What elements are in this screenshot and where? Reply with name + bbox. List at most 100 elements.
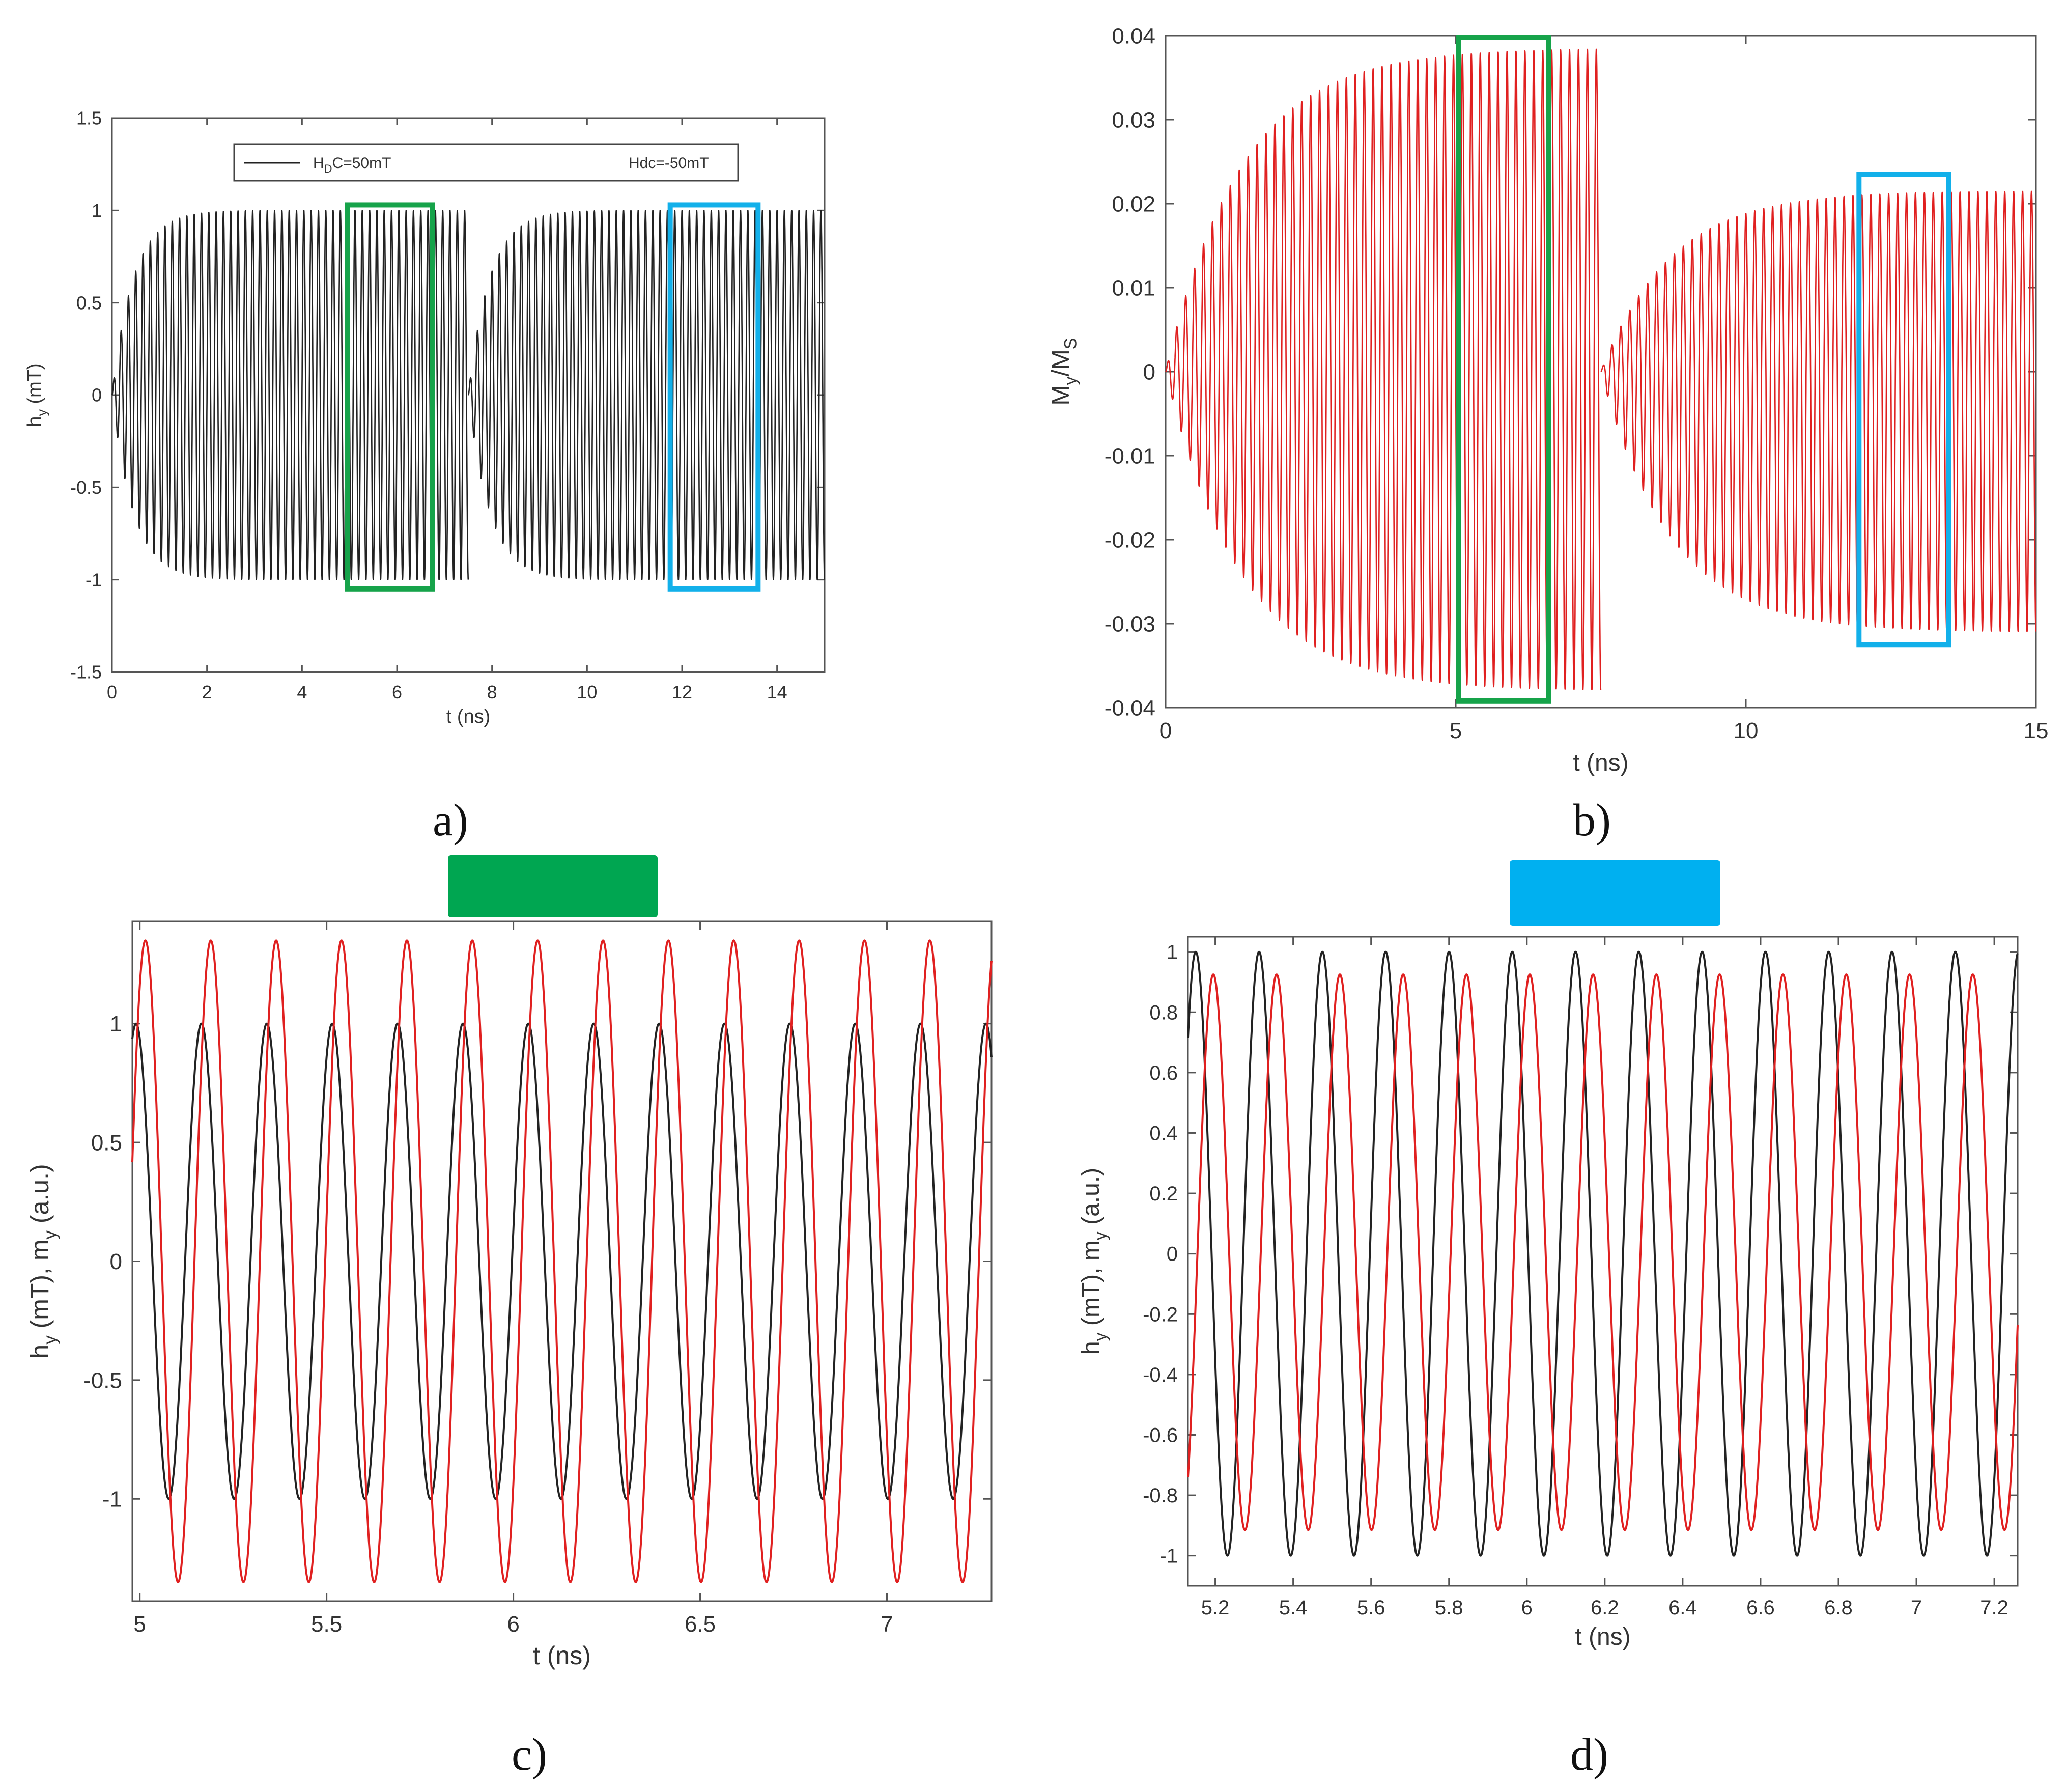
highlight-box-a-cyan: [667, 202, 761, 592]
x-ticks-a: 0 2 4 6 8 10 12 14: [107, 118, 787, 703]
x-tick-label-d-3: 5.8: [1435, 1597, 1463, 1619]
x-tick-label-c-1: 5.5: [311, 1612, 342, 1637]
y-tick-label-b-0: -0.04: [1105, 695, 1155, 720]
y-tick-label-d-2: -0.6: [1143, 1424, 1178, 1446]
panel-label-a: a): [433, 795, 468, 846]
y-tick-label-a-1: -1: [86, 569, 102, 590]
y-tick-label-b-6: 0.02: [1112, 191, 1155, 216]
y-tick-label-a-2: -0.5: [70, 477, 102, 498]
y-tick-label-c-4: 1: [110, 1012, 122, 1037]
series-b-1: [1600, 190, 2037, 632]
chart-a: 0 2 4 6 8 10 12 14 -1.5 -1 -0.5 0 0.5 1 1.5 t (ns) hy (m…: [24, 108, 826, 727]
y-tick-label-a-5: 1: [92, 200, 102, 221]
x-tick-label-b-3: 15: [2024, 718, 2049, 743]
x-tick-label-d-10: 7.2: [1980, 1597, 2008, 1619]
x-axis-label-b: t (ns): [1573, 749, 1628, 776]
x-tick-label-d-2: 5.6: [1357, 1597, 1385, 1619]
y-ticks-c: -1 -0.5 0 0.5 1: [83, 1012, 992, 1512]
panel-b: 0 5 10 15 -0.04 -0.03 -0.02 -0.01 0 0.01 0.02 0.03 0…: [1018, 0, 2066, 804]
chart-d: 5.2 5.4 5.6 5.8 6 6.2 6.4 6.6 6.8 7 7.2-1-0.8-0.6-…: [1078, 936, 2019, 1650]
x-tick-label-a-4: 8: [487, 682, 497, 703]
y-tick-label-c-1: -0.5: [83, 1368, 122, 1393]
x-tick-label-a-6: 12: [672, 682, 692, 703]
x-ticks-d: 5.2 5.4 5.6 5.8 6 6.2 6.4 6.6 6.8 7 7.2: [1201, 937, 2008, 1619]
highlight-box-a-green: [345, 202, 435, 592]
y-axis-label-a: hy (mT): [24, 363, 49, 427]
x-tick-label-a-2: 4: [297, 682, 307, 703]
x-tick-label-d-6: 6.4: [1668, 1597, 1697, 1619]
y-tick-label-d-3: -0.4: [1143, 1364, 1178, 1386]
y-axis-label-c: hy (mT), my (a.u.): [25, 1164, 60, 1358]
legend-entry-1: HDC=50mT: [313, 155, 391, 175]
panel-label-c: c): [512, 1729, 547, 1780]
x-tick-label-a-3: 6: [392, 682, 402, 703]
series-a-0: [111, 210, 469, 580]
x-tick-label-c-4: 7: [881, 1612, 893, 1637]
y-ticks-d: -1 -0.8 -0.6 -0.4 -0.2 0 0.2 0.4 0.6 0.8 1: [1143, 941, 2018, 1567]
x-tick-label-d-0: 5.2: [1201, 1597, 1230, 1619]
x-tick-label-d-5: 6.2: [1591, 1597, 1619, 1619]
y-tick-label-a-0: -1.5: [70, 662, 102, 683]
x-tick-label-a-7: 14: [767, 682, 787, 703]
x-tick-label-d-7: 6.6: [1746, 1597, 1775, 1619]
y-axis-label-d: hy (mT), my (a.u.): [1078, 1168, 1110, 1355]
x-axis-label-d: t (ns): [1575, 1623, 1630, 1650]
legend-a: HDC=50mT Hdc=-50mT: [233, 143, 739, 182]
y-tick-label-b-3: -0.01: [1105, 443, 1155, 468]
series-b-0: [1165, 48, 1602, 690]
y-tick-label-d-0: -1: [1159, 1545, 1178, 1567]
panel-c: 5 5.5 6 6.5 7 -1 -0.5 0 0.5 1 t (ns) hy (mT), my (a…: [0, 906, 1018, 1700]
x-ticks-c: 5 5.5 6 6.5 7: [133, 921, 893, 1637]
x-tick-label-c-0: 5: [133, 1612, 146, 1637]
x-tick-label-a-1: 2: [202, 682, 212, 703]
y-tick-label-d-5: 0: [1167, 1243, 1178, 1266]
y-tick-label-c-0: -1: [102, 1487, 122, 1512]
series-d-h_y: [1187, 950, 2019, 1557]
y-tick-label-b-5: 0.01: [1112, 275, 1155, 300]
y-tick-label-d-6: 0.2: [1149, 1183, 1178, 1205]
y-tick-label-b-7: 0.03: [1112, 107, 1155, 132]
chart-b: 0 5 10 15-0.04 -0.03 -0.02 -0.01 0 0.01 0.02 0.03 0…: [1048, 23, 2049, 776]
x-tick-label-c-2: 6: [507, 1612, 519, 1637]
x-tick-label-b-2: 10: [1734, 718, 1759, 743]
y-tick-label-b-1: -0.03: [1105, 611, 1155, 636]
x-tick-label-a-5: 10: [577, 682, 597, 703]
y-tick-label-d-4: -0.2: [1143, 1303, 1178, 1326]
y-tick-label-a-4: 0.5: [76, 292, 102, 313]
y-tick-label-d-10: 1: [1167, 941, 1178, 964]
series-c-m_y: [131, 939, 993, 1583]
x-tick-label-d-8: 6.8: [1824, 1597, 1853, 1619]
y-tick-label-a-6: 1.5: [76, 108, 102, 129]
y-tick-label-b-8: 0.04: [1112, 23, 1155, 48]
chart-c: 5 5.5 6 6.5 7 -1 -0.5 0 0.5 1 t (ns) hy (mT), my (a…: [25, 920, 993, 1670]
y-tick-label-c-2: 0: [110, 1249, 122, 1274]
legend-box-a: [233, 143, 739, 182]
x-tick-label-b-1: 5: [1450, 718, 1462, 743]
x-ticks-b: 0 5 10 15: [1159, 36, 2049, 743]
highlight-box-b-green: [1456, 35, 1551, 704]
cyan-swatch: [1510, 860, 1720, 926]
panel-d: 5.2 5.4 5.6 5.8 6 6.2 6.4 6.6 6.8 7 7.2 -1 -0.8 -0.6-…: [1048, 906, 2066, 1700]
x-tick-label-d-9: 7: [1911, 1597, 1922, 1619]
y-ticks-a: -1.5 -1 -0.5 0 0.5 1 1.5: [70, 108, 825, 683]
x-tick-label-d-1: 5.4: [1279, 1597, 1308, 1619]
legend-entry-2: Hdc=-50mT: [629, 155, 709, 172]
x-tick-label-d-4: 6: [1521, 1597, 1533, 1619]
y-axis-label-b: My/MS: [1048, 338, 1080, 406]
panel-label-d: d): [1570, 1729, 1608, 1780]
y-ticks-b: -0.04 -0.03 -0.02 -0.01 0 0.01 0.02 0.03 0.04: [1105, 23, 2036, 720]
series-d-m_y: [1187, 973, 2019, 1531]
plot-area-d: [1187, 936, 2019, 1587]
x-axis-label-a: t (ns): [446, 706, 491, 727]
y-tick-label-d-7: 0.4: [1149, 1122, 1178, 1144]
x-tick-label-c-3: 6.5: [685, 1612, 716, 1637]
x-axis-label-c: t (ns): [533, 1641, 591, 1670]
x-tick-label-a-0: 0: [107, 682, 117, 703]
series-a-1: [467, 210, 826, 580]
y-tick-label-a-3: 0: [92, 385, 102, 406]
y-tick-label-b-4: 0: [1143, 359, 1155, 384]
y-tick-label-d-9: 0.8: [1149, 1001, 1178, 1024]
green-swatch: [448, 855, 658, 917]
y-tick-label-d-8: 0.6: [1149, 1062, 1178, 1084]
y-tick-label-b-2: -0.02: [1105, 527, 1155, 552]
